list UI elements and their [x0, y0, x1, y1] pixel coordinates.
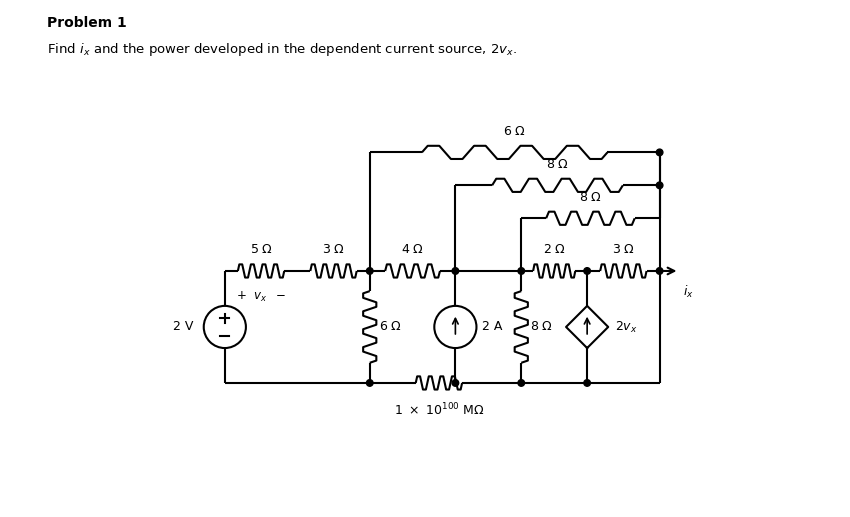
Text: $2v_x$: $2v_x$: [615, 320, 638, 334]
Circle shape: [584, 268, 591, 274]
Circle shape: [656, 182, 663, 189]
Text: 4 $\Omega$: 4 $\Omega$: [401, 244, 424, 256]
Text: $+\ \ v_x\ \ -$: $+\ \ v_x\ \ -$: [236, 290, 286, 303]
Circle shape: [518, 268, 524, 274]
Text: 2 $\Omega$: 2 $\Omega$: [542, 244, 566, 256]
Text: 3 $\Omega$: 3 $\Omega$: [612, 244, 635, 256]
Text: 6 $\Omega$: 6 $\Omega$: [503, 125, 526, 138]
Text: 8 $\Omega$: 8 $\Omega$: [579, 191, 602, 204]
Text: 8 $\Omega$: 8 $\Omega$: [546, 158, 569, 171]
Text: $1\ \times\ 10^{100}\ \mathrm{M\Omega}$: $1\ \times\ 10^{100}\ \mathrm{M\Omega}$: [394, 401, 484, 418]
Circle shape: [584, 379, 591, 386]
Circle shape: [452, 379, 459, 386]
Text: 3 $\Omega$: 3 $\Omega$: [322, 244, 345, 256]
Text: 2 A: 2 A: [482, 321, 502, 333]
Text: 8 $\Omega$: 8 $\Omega$: [530, 321, 553, 333]
Circle shape: [452, 268, 459, 274]
Text: $i_x$: $i_x$: [683, 284, 694, 300]
Text: 6 $\Omega$: 6 $\Omega$: [379, 321, 402, 333]
Text: Problem 1: Problem 1: [47, 16, 127, 29]
Circle shape: [656, 268, 663, 274]
Circle shape: [366, 268, 373, 274]
Circle shape: [366, 379, 373, 386]
Circle shape: [656, 149, 663, 156]
Circle shape: [518, 379, 524, 386]
Text: 5 $\Omega$: 5 $\Omega$: [250, 244, 273, 256]
Text: 2 V: 2 V: [173, 321, 193, 333]
Text: Find $i_x$ and the power developed in the dependent current source, $2v_x$.: Find $i_x$ and the power developed in th…: [47, 41, 517, 58]
